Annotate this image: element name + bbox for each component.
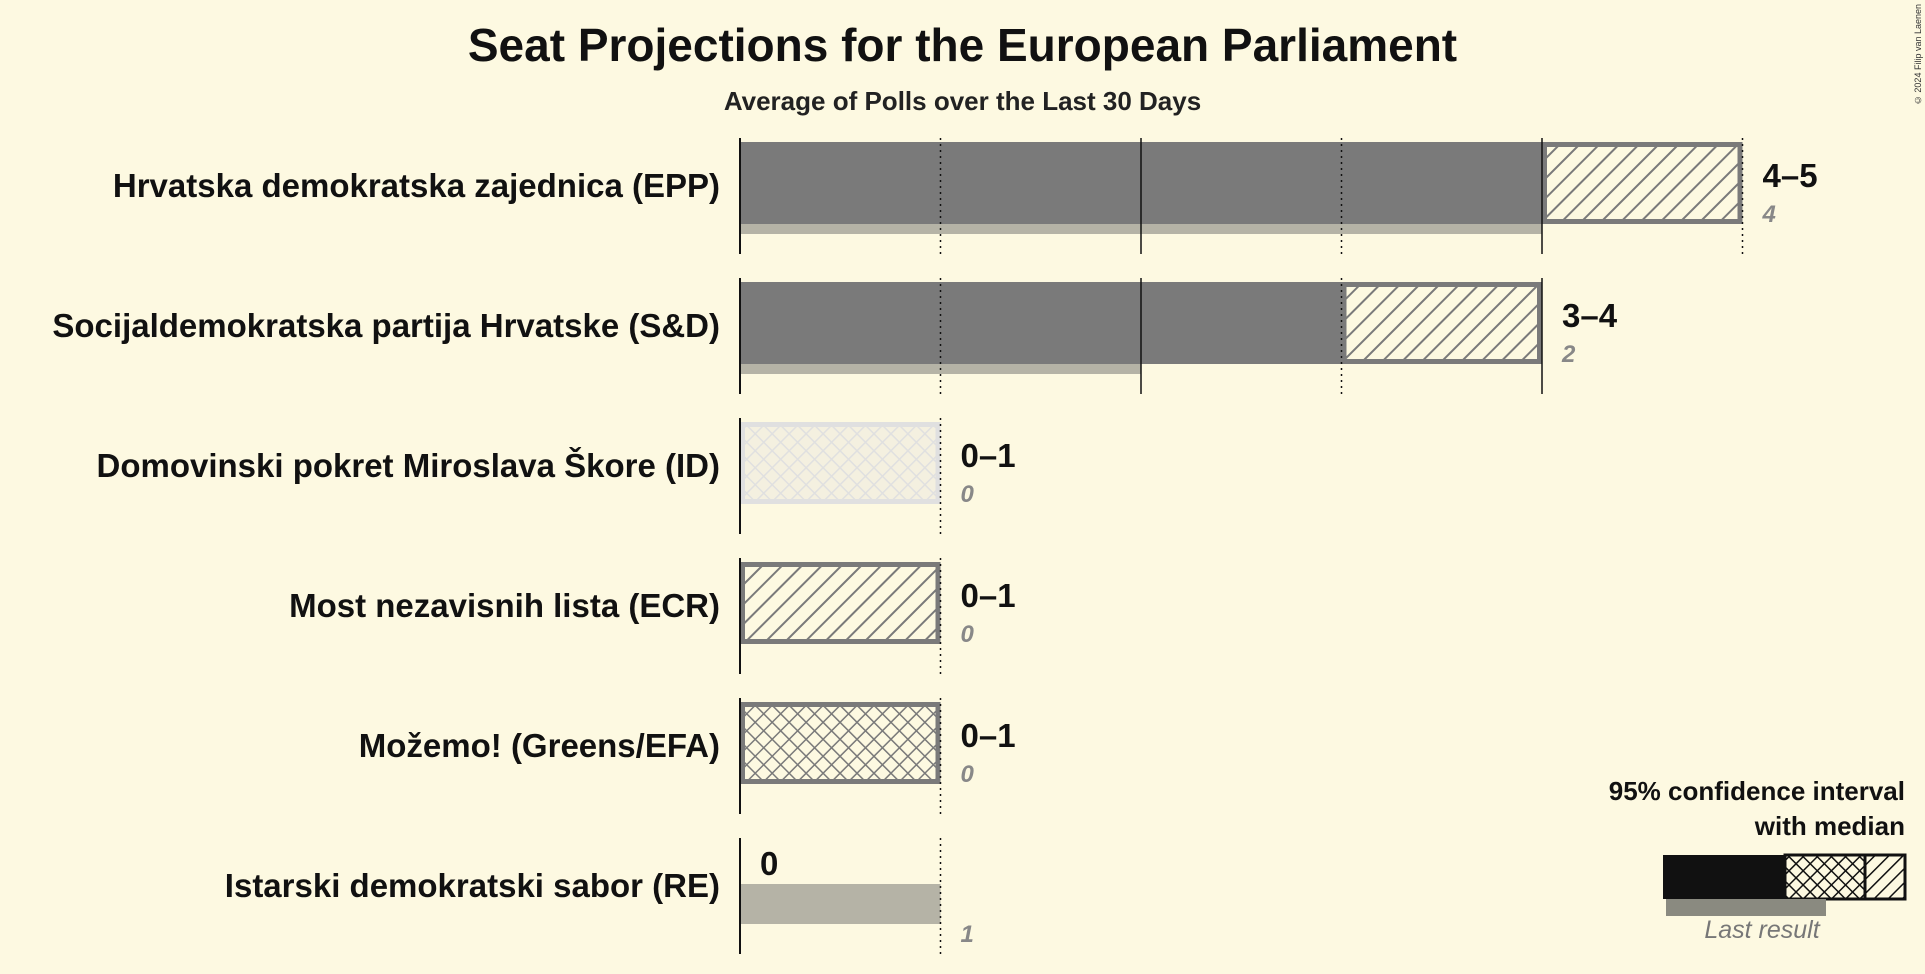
- category-label: Istarski demokratski sabor (RE): [225, 867, 720, 904]
- range-label: 4–5: [1763, 157, 1818, 194]
- chart-title: Seat Projections for the European Parlia…: [467, 19, 1458, 71]
- chart-subtitle: Average of Polls over the Last 30 Days: [723, 86, 1202, 116]
- range-label: 0: [760, 845, 778, 882]
- interval-upper-bar: [740, 702, 941, 784]
- last-result-label: 1: [961, 921, 974, 948]
- last-result-bar: [740, 884, 941, 924]
- legend: [1663, 853, 1907, 916]
- interval-upper-bar: [1341, 282, 1542, 364]
- range-label: 0–1: [961, 717, 1016, 754]
- last-result-label: 0: [961, 621, 975, 648]
- last-result-label: 0: [961, 761, 975, 788]
- last-result-label: 2: [1561, 341, 1576, 368]
- interval-upper-bar: [740, 422, 941, 504]
- legend-last-result-swatch: [1666, 899, 1826, 916]
- last-result-label: 4: [1762, 201, 1776, 228]
- legend-upper-swatch: [1863, 853, 1907, 901]
- legend-solid-swatch: [1663, 855, 1787, 899]
- category-label: Možemo! (Greens/EFA): [359, 727, 720, 764]
- category-label: Socijaldemokratska partija Hrvatske (S&D…: [52, 307, 720, 344]
- interval-solid-bar: [740, 282, 1342, 364]
- legend-title: 95% confidence interval with median: [1505, 774, 1905, 844]
- legend-title-line2: with median: [1754, 811, 1905, 841]
- category-label: Domovinski pokret Miroslava Škore (ID): [96, 446, 720, 484]
- interval-upper-bar: [740, 562, 941, 644]
- legend-median-swatch: [1783, 853, 1867, 901]
- range-label: 0–1: [961, 437, 1016, 474]
- category-label: Hrvatska demokratska zajednica (EPP): [113, 167, 720, 204]
- interval-upper-bar: [1542, 142, 1743, 224]
- range-label: 3–4: [1562, 297, 1618, 334]
- legend-title-line1: 95% confidence interval: [1608, 776, 1905, 806]
- legend-last-result-label: Last result: [1704, 916, 1820, 944]
- range-label: 0–1: [961, 577, 1016, 614]
- category-label: Most nezavisnih lista (ECR): [289, 587, 720, 624]
- last-result-label: 0: [961, 481, 975, 508]
